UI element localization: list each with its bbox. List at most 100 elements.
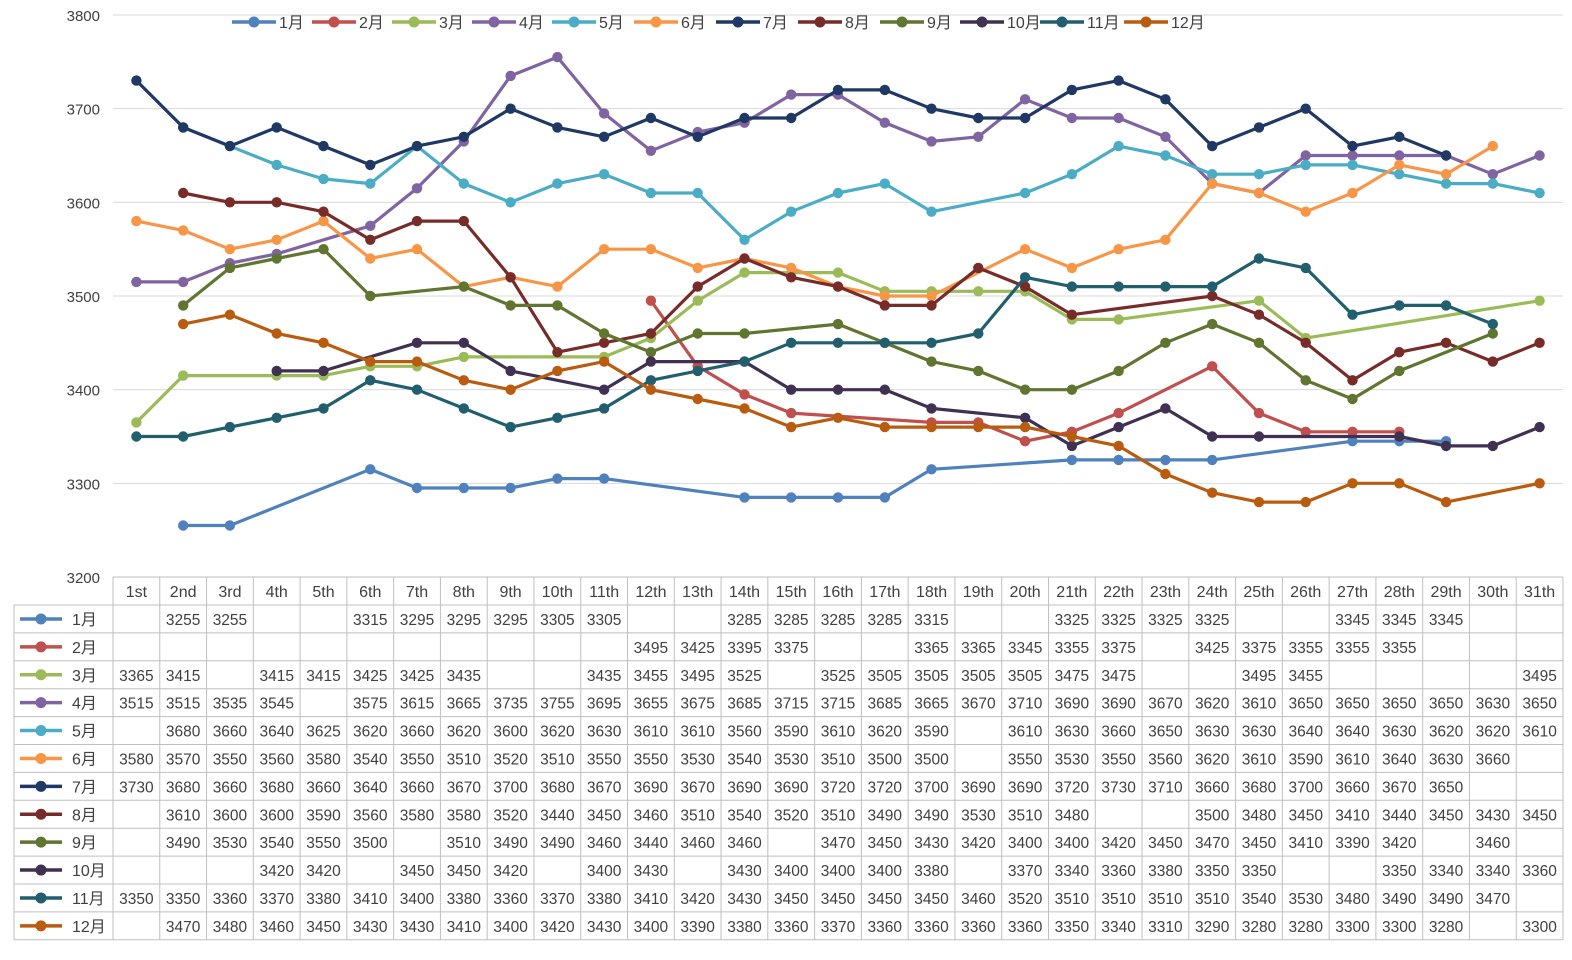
x-tick-label: 10th: [542, 584, 573, 601]
data-point: [786, 272, 797, 283]
data-point: [1160, 337, 1171, 348]
x-tick-label: 31th: [1524, 584, 1555, 601]
table-cell-value: 3720: [821, 779, 856, 796]
table-cell-value: 3340: [1429, 863, 1464, 880]
table-cell-value: 3375: [774, 640, 808, 657]
data-point: [786, 89, 797, 100]
table-cell-value: 3610: [821, 724, 856, 741]
table-cell-value: 3355: [1382, 640, 1416, 657]
table-cell-value: 3475: [1055, 668, 1089, 685]
table-series-name: 1月: [72, 612, 97, 629]
data-point: [1019, 112, 1031, 124]
table-cell-value: 3560: [259, 751, 294, 768]
table-cell-value: 3340: [1101, 919, 1136, 936]
table-cell-value: 3625: [306, 724, 340, 741]
data-point: [1300, 206, 1311, 217]
table-cell-value: 3400: [868, 863, 903, 880]
data-point: [178, 300, 189, 311]
data-point: [786, 492, 797, 503]
table-cell-value: 3495: [680, 668, 714, 685]
table-cell-value: 3495: [634, 640, 668, 657]
table-cell-value: 3660: [1476, 751, 1511, 768]
table-cell-value: 3480: [1055, 807, 1090, 824]
x-tick-label: 20th: [1010, 584, 1041, 601]
data-point: [1113, 140, 1124, 152]
table-cell-value: 3520: [774, 807, 809, 824]
data-point: [832, 84, 844, 96]
data-point: [645, 187, 657, 199]
table-cell-value: 3695: [587, 696, 621, 713]
table-cell-value: 3495: [1522, 668, 1556, 685]
table-cell-value: 3420: [540, 919, 575, 936]
data-point: [1160, 403, 1171, 414]
table-cell-value: 3610: [1242, 696, 1277, 713]
data-point: [552, 347, 563, 358]
table-cell-value: 3620: [353, 724, 388, 741]
data-point: [1487, 169, 1499, 180]
table-cell-value: 3450: [400, 863, 435, 880]
table-cell-value: 3530: [774, 751, 809, 768]
x-tick-label: 21th: [1056, 584, 1087, 601]
table-cell-value: 3310: [1148, 919, 1183, 936]
data-point: [1347, 159, 1358, 171]
data-point: [926, 206, 937, 217]
legend-key-marker: [650, 16, 662, 28]
table-cell-value: 3370: [540, 891, 575, 908]
data-point: [411, 356, 423, 367]
table-cell-value: 3630: [1055, 724, 1090, 741]
table-cell-value: 3530: [1288, 891, 1323, 908]
table-cell-value: 3600: [259, 807, 294, 824]
data-point: [178, 187, 189, 199]
data-point: [832, 187, 844, 199]
table-cell-value: 3660: [400, 779, 435, 796]
data-point: [224, 140, 236, 152]
data-point: [973, 286, 984, 297]
data-point: [1019, 244, 1031, 255]
x-tick-label: 6th: [359, 584, 381, 601]
table-cell-value: 3610: [1242, 751, 1277, 768]
table-cell-value: 3285: [868, 612, 902, 629]
table-cell-value: 3325: [1055, 612, 1089, 629]
data-point: [1253, 169, 1265, 180]
table-cell-value: 3450: [868, 891, 903, 908]
legend-key-marker: [976, 16, 988, 28]
table-cell-value: 3730: [1101, 779, 1136, 796]
table-cell-value: 3535: [213, 696, 247, 713]
table-cell-value: 3390: [1335, 835, 1370, 852]
data-point: [505, 197, 516, 208]
data-point: [1440, 300, 1452, 311]
table-legend-key-marker: [35, 920, 47, 932]
table-cell-value: 3420: [306, 863, 341, 880]
table-cell-value: 3300: [1522, 919, 1557, 936]
series-lines: [131, 51, 1545, 531]
data-point: [411, 244, 423, 255]
data-point: [739, 234, 750, 245]
data-point: [786, 421, 797, 433]
y-tick-label: 3800: [67, 8, 100, 25]
data-point: [1347, 375, 1358, 386]
data-point: [178, 225, 189, 236]
table-cell-value: 3340: [1055, 863, 1090, 880]
table-cell-value: 3400: [493, 919, 528, 936]
table-cell-value: 3610: [680, 724, 715, 741]
table-cell-value: 3510: [447, 751, 482, 768]
data-point: [739, 492, 750, 503]
table-cell-value: 3360: [1522, 863, 1557, 880]
table-cell-value: 3580: [447, 807, 482, 824]
table-cell-value: 3345: [1382, 612, 1416, 629]
table-series-name: 2月: [72, 640, 97, 657]
data-point: [1019, 94, 1031, 105]
table-cell-value: 3450: [447, 863, 482, 880]
data-point: [692, 187, 703, 199]
data-point: [1534, 337, 1545, 348]
data-point: [598, 169, 610, 180]
data-point: [1207, 178, 1218, 189]
data-point: [365, 159, 376, 171]
data-point: [1066, 309, 1078, 320]
data-point: [645, 384, 657, 395]
x-tick-label: 9th: [499, 584, 521, 601]
table-cell-value: 3325: [1195, 612, 1229, 629]
legend-key-marker: [408, 16, 420, 28]
data-point: [926, 464, 937, 475]
table-cell-value: 3365: [961, 640, 995, 657]
